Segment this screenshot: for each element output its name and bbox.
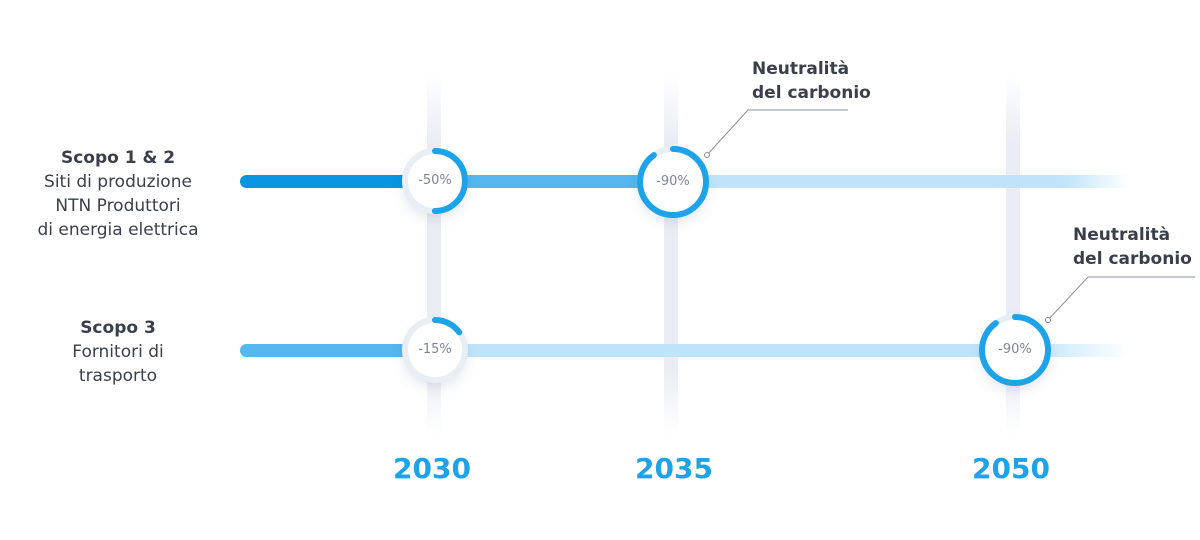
progress-ring [637, 146, 709, 218]
year-label-2030: 2030 [393, 452, 471, 485]
leader-dot-top [704, 152, 710, 158]
annotation-carbon-neutrality-top: Neutralità del carbonio [752, 57, 871, 105]
milestone-r1-2035: -90% [637, 146, 709, 218]
row-subtitle-line: Fornitori di [72, 342, 164, 362]
milestone-value: -90% [998, 342, 1032, 357]
leader-line-bottom [1047, 276, 1195, 321]
leader-line-top [706, 109, 848, 156]
annotation-line: Neutralità [1073, 225, 1171, 245]
row-subtitle-line: di energia elettrica [37, 220, 199, 240]
track-r2-segment-2 [440, 344, 1130, 357]
milestone-value: -15% [418, 342, 452, 357]
row-subtitle-line: Siti di produzione [44, 172, 192, 192]
milestone-r1-2030: -50% [402, 148, 468, 214]
year-label-2035: 2035 [635, 452, 713, 485]
track-r1-segment-2 [440, 175, 680, 188]
year-label-2050: 2050 [972, 452, 1050, 485]
annotation-carbon-neutrality-bottom: Neutralità del carbonio [1073, 223, 1192, 271]
row-title: Scopo 1 & 2 [60, 148, 176, 168]
milestone-value: -90% [656, 174, 690, 189]
track-r1-segment-1 [240, 175, 440, 188]
annotation-line: del carbonio [752, 83, 871, 103]
milestone-value: -50% [418, 173, 452, 188]
track-r1-segment-3 [680, 175, 1130, 188]
leader-dot-bottom [1045, 317, 1051, 323]
track-r2-segment-1 [240, 344, 440, 357]
milestone-r2-2030: -15% [402, 317, 468, 383]
progress-ring [979, 314, 1051, 386]
row-subtitle-line: trasporto [78, 366, 158, 386]
milestone-r2-2050: -90% [979, 314, 1051, 386]
row-label-scope-1-2: Scopo 1 & 2 Siti di produzione NTN Produ… [8, 146, 228, 242]
annotation-line: Neutralità [752, 59, 850, 79]
row-title: Scopo 3 [80, 318, 156, 338]
progress-ring [402, 148, 468, 214]
annotation-line: del carbonio [1073, 249, 1192, 269]
row-label-scope-3: Scopo 3 Fornitori di trasporto [8, 316, 228, 388]
progress-ring [402, 317, 468, 383]
row-subtitle-line: NTN Produttori [55, 196, 181, 216]
